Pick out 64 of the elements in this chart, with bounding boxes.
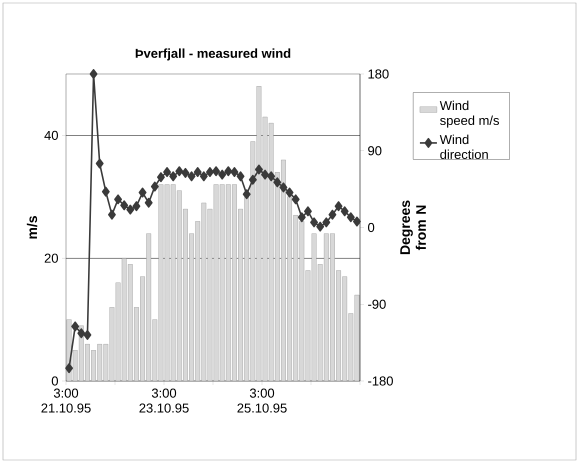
point [298, 212, 306, 222]
point [316, 222, 324, 232]
point [169, 171, 178, 182]
point [328, 210, 336, 220]
y-tick-label: 20 [44, 254, 58, 263]
point [212, 166, 220, 176]
point [200, 171, 208, 182]
point [230, 167, 238, 178]
y-tick-label: 40 [44, 130, 58, 140]
point [182, 168, 190, 178]
y2-tick-label: 180 [368, 69, 389, 79]
point [261, 170, 270, 180]
y2-axis-title: Degrees from N [400, 200, 426, 254]
point [144, 198, 153, 208]
point [273, 177, 282, 188]
point [206, 167, 214, 178]
point [138, 188, 147, 198]
y2-tick-label: 90 [368, 146, 382, 156]
point [84, 330, 92, 340]
point [255, 164, 263, 174]
chart-title: Þverfjall - measured wind [136, 48, 290, 60]
y-tick-label: 0 [52, 376, 58, 386]
point [108, 210, 116, 220]
point [175, 166, 184, 176]
point [157, 172, 165, 182]
point [304, 206, 312, 216]
point [340, 206, 349, 216]
point [248, 174, 257, 185]
point [310, 217, 318, 228]
legend-label: Wind speed m/s [440, 100, 499, 128]
point [236, 171, 245, 182]
point [150, 182, 159, 192]
point [96, 158, 104, 169]
point [132, 201, 140, 212]
point [292, 194, 300, 204]
y2-tick-label: 0 [368, 222, 374, 232]
point [163, 167, 172, 178]
point [267, 171, 276, 182]
x-tick-label: 3:00 23.10.95 [139, 388, 189, 413]
point [194, 167, 202, 178]
x-tick-label: 3:00 25.10.95 [237, 388, 287, 413]
point [71, 321, 80, 332]
y-axis-title: m/s [26, 216, 38, 239]
point [280, 182, 288, 192]
point [114, 194, 122, 204]
y2-tick-label: -180 [368, 376, 393, 386]
point [224, 166, 232, 176]
point [218, 170, 226, 180]
point [126, 204, 134, 215]
x-tick-label: 3:00 21.10.95 [41, 388, 91, 413]
point [242, 189, 251, 200]
point [322, 217, 330, 228]
point [90, 69, 98, 79]
point [346, 212, 355, 222]
point [65, 363, 74, 374]
point [77, 328, 86, 338]
point [353, 216, 361, 227]
y2-tick-label: -90 [368, 300, 386, 309]
point [102, 186, 110, 197]
point [188, 171, 196, 182]
point [286, 188, 294, 198]
point [334, 201, 343, 212]
point [120, 200, 128, 210]
legend-label: Wind direction [440, 134, 488, 160]
